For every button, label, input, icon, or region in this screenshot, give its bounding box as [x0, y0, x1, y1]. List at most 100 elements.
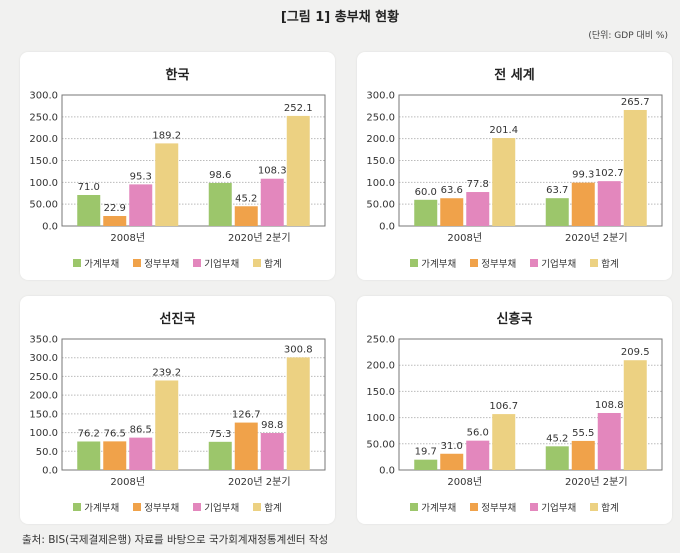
data-label: 95.3 [130, 171, 152, 182]
bar-정부부채 [234, 206, 258, 226]
bar-합계 [286, 115, 310, 226]
data-label: 86.5 [130, 425, 152, 436]
legend-item: 정부부채 [470, 256, 516, 270]
bar-정부부채 [571, 182, 595, 226]
bar-정부부채 [103, 441, 127, 470]
y-tick-label: 150.0 [366, 387, 395, 398]
y-tick-label: 200.0 [29, 391, 58, 402]
legend-swatch [470, 259, 479, 267]
bar-기업부채 [260, 433, 284, 470]
bar-합계 [623, 109, 647, 226]
legend-swatch [73, 259, 82, 267]
data-label: 201.4 [489, 125, 518, 136]
x-category-label: 2008년 [110, 476, 145, 488]
y-tick-label: 50.0 [36, 447, 58, 458]
data-label: 55.5 [572, 428, 594, 439]
legend-item: 기업부채 [530, 256, 576, 270]
x-category-label: 2008년 [110, 232, 145, 244]
data-label: 60.0 [415, 187, 437, 198]
legend-item: 합계 [253, 256, 282, 270]
y-tick-label: 250.0 [29, 112, 58, 123]
legend-item: 정부부채 [133, 256, 179, 270]
legend-item: 합계 [590, 500, 619, 514]
legend-label: 합계 [601, 503, 619, 514]
data-label: 98.8 [261, 420, 283, 431]
data-label: 31.0 [441, 441, 463, 452]
legend-label: 기업부채 [541, 259, 577, 270]
bar-chart: 0.0 50.00 100.0 150.0 200.0 250.0 300.0 60.0 63.… [366, 91, 663, 244]
data-label: 63.7 [546, 185, 568, 196]
plot-frame [61, 338, 326, 471]
bar-가계부채 [414, 199, 438, 226]
data-label: 102.7 [595, 168, 624, 179]
bar-가계부채 [77, 441, 101, 470]
legend-item: 기업부채 [193, 256, 239, 270]
legend-label: 합계 [264, 503, 282, 514]
legend-swatch [73, 503, 82, 511]
figure-title: [그림 1] 총부채 현황 [280, 10, 400, 25]
legend-swatch [193, 259, 202, 267]
y-tick-label: 100.0 [366, 413, 395, 424]
legend-label: 합계 [264, 259, 282, 270]
bar-합계 [492, 138, 516, 226]
bar-기업부채 [466, 440, 490, 470]
x-category-label: 2020년 2분기 [565, 476, 628, 488]
legend-label: 기업부채 [541, 503, 577, 514]
y-tick-label: 150.0 [29, 156, 58, 167]
data-label: 106.7 [489, 401, 518, 412]
legend: 가계부채 정부부채 기업부채 합계 [20, 256, 335, 270]
source-note: 출처: BIS(국제결제은행) 자료를 바탕으로 국가회계재정통계센터 작성 [22, 534, 329, 546]
data-label: 265.7 [621, 97, 650, 108]
x-category-label: 2008년 [447, 232, 482, 244]
bar-기업부채 [129, 184, 153, 226]
legend-label: 정부부채 [481, 259, 517, 270]
bar-가계부채 [545, 198, 569, 226]
legend-label: 가계부채 [421, 259, 457, 270]
bar-정부부채 [440, 453, 464, 470]
x-category-label: 2008년 [447, 476, 482, 488]
legend-swatch [410, 503, 419, 511]
legend-item: 기업부채 [193, 500, 239, 514]
data-label: 19.7 [415, 447, 437, 458]
data-label: 56.0 [467, 428, 489, 439]
data-label: 126.7 [232, 410, 261, 421]
chart-title: 전 세계 [494, 68, 535, 83]
y-tick-label: 50.00 [366, 200, 395, 211]
data-label: 189.2 [152, 130, 181, 141]
data-label: 108.8 [595, 400, 624, 411]
bar-가계부채 [208, 441, 232, 470]
data-label: 77.8 [467, 179, 489, 190]
bar-기업부채 [129, 437, 153, 470]
legend-swatch [133, 259, 142, 267]
data-label: 300.8 [284, 344, 313, 355]
legend: 가계부채 정부부채 기업부채 합계 [20, 500, 335, 514]
y-tick-label: 300.0 [366, 91, 395, 102]
y-tick-label: 0.0 [379, 466, 395, 477]
data-label: 76.5 [104, 428, 126, 439]
x-category-label: 2020년 2분기 [228, 476, 291, 488]
bar-합계 [155, 380, 179, 470]
legend-label: 가계부채 [421, 503, 457, 514]
bar-가계부채 [414, 459, 438, 470]
data-label: 76.2 [78, 428, 100, 439]
y-tick-label: 200.0 [366, 134, 395, 145]
y-tick-label: 300.0 [29, 91, 58, 102]
legend-swatch [590, 503, 599, 511]
y-tick-label: 200.0 [29, 134, 58, 145]
plot-frame [61, 94, 326, 227]
legend-item: 정부부채 [470, 500, 516, 514]
y-tick-label: 0.0 [42, 222, 58, 233]
legend-item: 가계부채 [73, 256, 119, 270]
legend-label: 기업부채 [204, 503, 240, 514]
chart-title: 한국 [165, 68, 190, 83]
legend-item: 가계부채 [410, 256, 456, 270]
y-tick-label: 100.0 [29, 428, 58, 439]
y-tick-label: 300.0 [29, 353, 58, 364]
bar-기업부채 [597, 412, 621, 470]
legend-item: 정부부채 [133, 500, 179, 514]
legend-label: 가계부채 [84, 503, 120, 514]
bar-기업부채 [260, 178, 284, 226]
data-label: 99.3 [572, 170, 594, 181]
bar-가계부채 [545, 446, 569, 470]
data-label: 75.3 [209, 429, 231, 440]
